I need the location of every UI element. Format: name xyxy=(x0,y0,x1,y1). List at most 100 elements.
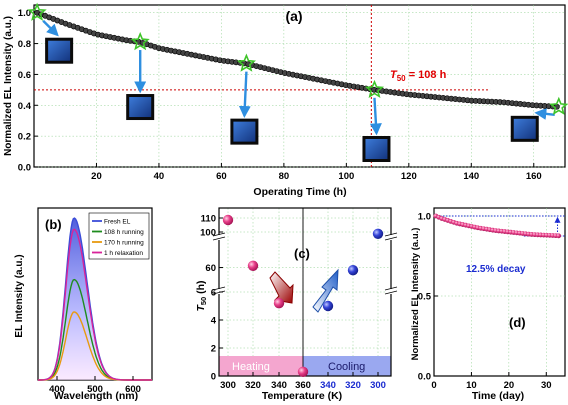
heating-point xyxy=(247,260,259,271)
y-tick-label: 0 xyxy=(211,372,216,383)
y-tick-label: 0.2 xyxy=(18,132,31,143)
cooling-point xyxy=(347,265,359,276)
panel-d-label: (d) xyxy=(509,315,526,330)
panel-b-legend: Fresh EL 108 h running 170 h running 1 h re… xyxy=(88,212,150,260)
device-emission xyxy=(365,139,388,159)
x-tick-label: 400 xyxy=(49,384,65,395)
y-tick-label: 0.4 xyxy=(18,101,32,112)
x-tick-label: 80 xyxy=(279,171,290,182)
legend-entry: 108 h running xyxy=(104,229,144,236)
star-marker xyxy=(130,31,150,51)
panel-b-ylabel: EL Intensity (a.u.) xyxy=(14,254,25,337)
panel-b-label: (b) xyxy=(45,217,62,232)
cooling-trend-arrow xyxy=(312,268,339,313)
degradation-arrow xyxy=(534,107,555,120)
panel-a-ylabel: Normalized EL Intensity (a.u.) xyxy=(3,16,14,156)
y-tick-label: 100 xyxy=(200,228,216,239)
panel-a-ticks: 20 40 60 80 100 120 140 160 0.0 0.2 0.4 0.6 0.8 1.0 xyxy=(18,8,542,182)
y-tick-label: 1.0 xyxy=(418,212,431,223)
y-tick-label: 1.0 xyxy=(18,8,31,19)
axis-break-bottom xyxy=(212,286,398,295)
panel-c-bands: Heating Cooling xyxy=(219,356,391,376)
cooling-point xyxy=(322,300,334,312)
heating-point xyxy=(273,298,285,309)
panel-d-frame xyxy=(433,207,566,377)
star-marker xyxy=(27,2,47,21)
degradation-arrow xyxy=(238,71,251,119)
y-tick-label: 60 xyxy=(205,263,216,274)
x-tick-label: 340 xyxy=(320,380,336,391)
cooling-point xyxy=(372,228,384,239)
star-marker xyxy=(236,53,256,72)
axis-break-top xyxy=(212,232,398,241)
heating-trend-arrow xyxy=(269,271,294,304)
legend-entry: 1 h relaxation xyxy=(104,250,143,257)
y-tick-label: 0.5 xyxy=(418,292,432,303)
y-tick-label: 0.0 xyxy=(18,163,31,174)
panel-c-data-points xyxy=(222,214,384,377)
x-tick-label: 500 xyxy=(87,384,103,395)
heating-point xyxy=(297,366,309,377)
panel-c-ylabel: T50 (h) xyxy=(195,280,208,311)
degradation-arrow xyxy=(42,19,59,37)
heating-point xyxy=(222,214,234,226)
panel-c: Heating Cooling 300 320 34 xyxy=(195,207,398,402)
x-tick-label: 20 xyxy=(504,380,515,391)
y-tick-label: 0.8 xyxy=(18,39,31,50)
x-tick-label: 300 xyxy=(220,380,236,391)
device-emission xyxy=(233,121,256,142)
x-tick-label: 360 xyxy=(295,380,311,391)
y-tick-label: 0.0 xyxy=(418,372,431,383)
legend-entry: 170 h running xyxy=(104,240,144,247)
y-tick-label: 6 xyxy=(211,288,216,299)
x-tick-label: 60 xyxy=(216,171,227,182)
panel-b-xlabel: Wavelength (nm) xyxy=(54,390,138,402)
panel-c-grid xyxy=(219,208,391,356)
x-tick-label: 10 xyxy=(466,380,477,391)
panel-d-xlabel: Time (day) xyxy=(472,390,524,402)
x-tick-label: 160 xyxy=(526,171,542,182)
x-tick-label: 120 xyxy=(401,171,417,182)
x-tick-label: 0 xyxy=(431,380,436,391)
panel-a-frame xyxy=(33,4,566,168)
x-tick-label: 140 xyxy=(463,171,479,182)
y-tick-label: 110 xyxy=(201,214,216,225)
decay-annotation: 12.5% decay xyxy=(466,264,526,275)
x-tick-label: 30 xyxy=(541,380,552,391)
cooling-band xyxy=(303,356,391,376)
x-tick-label: 600 xyxy=(125,384,141,395)
x-tick-label: 340 xyxy=(271,380,287,391)
x-tick-label: 300 xyxy=(370,380,386,391)
data-point xyxy=(556,233,562,239)
panel-d: 0 10 20 30 0.0 0.5 1.0 12.5% decay (d) Time (d… xyxy=(410,207,566,402)
panel-a-grid xyxy=(34,5,565,168)
heating-band-label: Heating xyxy=(232,361,270,373)
device-emission xyxy=(48,40,71,61)
star-marker xyxy=(549,96,568,116)
y-tick-label: 4 xyxy=(211,316,217,327)
y-tick-label: 2 xyxy=(211,344,216,355)
panel-a-label: (a) xyxy=(285,8,302,24)
y-tick-label: 0.6 xyxy=(18,70,31,81)
x-tick-label: 20 xyxy=(91,171,102,182)
panel-a-star-markers xyxy=(27,2,568,116)
spectrum-fill xyxy=(38,218,152,380)
panel-c-ticks: 300 320 340 360 340 320 300 0 2 4 6 60 100 110 xyxy=(200,214,386,392)
panel-a-data-points xyxy=(34,9,560,110)
panel-a: 20 40 60 80 100 120 140 160 0.0 0.2 0.4 0.6 0.8 1.0 (… xyxy=(3,2,568,198)
panel-b-ticks: 400 500 600 xyxy=(49,376,141,395)
panel-c-label: (c) xyxy=(294,246,310,261)
panel-a-xlabel: Operating Time (h) xyxy=(253,186,346,198)
legend-entry: Fresh EL xyxy=(104,219,131,226)
x-tick-label: 320 xyxy=(345,380,361,391)
panel-a-device-images xyxy=(42,19,555,162)
degradation-arrow xyxy=(369,97,382,136)
panel-b: 400 500 600 (b) Fresh EL 108 h running 170 h… xyxy=(14,207,153,402)
panel-d-ylabel: Normalized EL Intensity (a.u.) xyxy=(410,228,421,361)
device-emission xyxy=(129,97,152,118)
x-tick-label: 320 xyxy=(245,380,261,391)
panel-a-guides xyxy=(34,5,491,167)
x-tick-label: 100 xyxy=(338,171,354,182)
cooling-band-label: Cooling xyxy=(328,361,365,373)
